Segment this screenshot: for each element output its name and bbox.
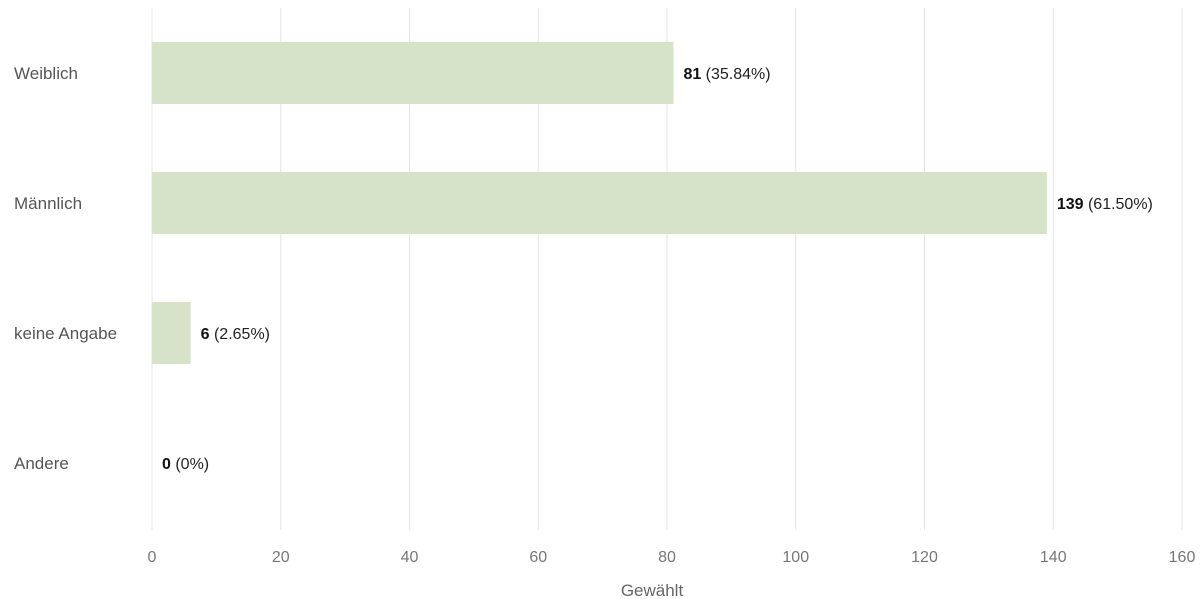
x-tick-label: 20	[272, 549, 290, 566]
bar	[152, 42, 674, 104]
bar	[152, 172, 1047, 234]
x-tick-label: 0	[148, 549, 157, 566]
data-label-count: 139	[1057, 196, 1084, 213]
x-tick-label: 40	[401, 549, 419, 566]
category-label: Andere	[14, 454, 69, 473]
data-label: 139 (61.50%)	[1057, 196, 1153, 213]
x-tick-label: 100	[782, 549, 809, 566]
category-label: Männlich	[14, 194, 82, 213]
x-tick-labels: 0 20 40 60 80 100 120 140 160	[148, 549, 1196, 566]
x-tick-label: 160	[1169, 549, 1196, 566]
category-labels: Weiblich Männlich keine Angabe Andere	[14, 64, 117, 473]
data-label-count: 6	[201, 326, 210, 343]
data-label: 81 (35.84%)	[683, 66, 770, 83]
data-label-percent: (35.84%)	[701, 66, 770, 83]
value-labels: 81 (35.84%) 139 (61.50%) 6 (2.65%) 0 (0%)	[162, 66, 1153, 473]
data-label-count: 81	[683, 66, 701, 83]
x-tick-label: 120	[911, 549, 938, 566]
x-tick-label: 140	[1040, 549, 1067, 566]
bar	[152, 302, 191, 364]
x-axis-title: Gewählt	[621, 581, 684, 599]
data-label-percent: (0%)	[171, 456, 209, 473]
bars	[152, 42, 1047, 364]
category-label: Weiblich	[14, 64, 78, 83]
x-tick-label: 60	[529, 549, 547, 566]
data-label-percent: (61.50%)	[1084, 196, 1153, 213]
category-label: keine Angabe	[14, 324, 117, 343]
x-tick-label: 80	[658, 549, 676, 566]
data-label: 6 (2.65%)	[201, 326, 270, 343]
data-label-count: 0	[162, 456, 171, 473]
data-label: 0 (0%)	[162, 456, 209, 473]
data-label-percent: (2.65%)	[210, 326, 270, 343]
